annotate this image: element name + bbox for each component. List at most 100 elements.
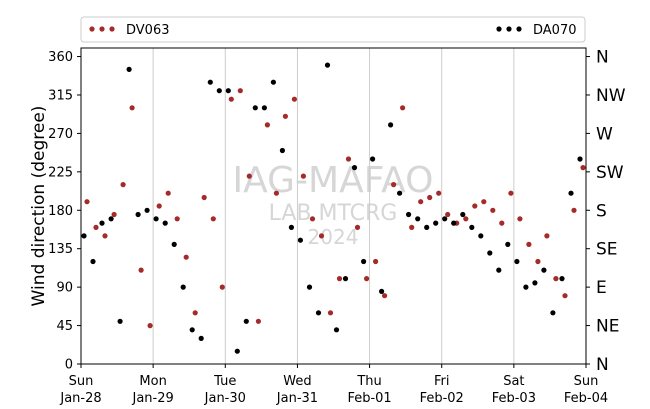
watermark-line-2: LAB MTCRG	[269, 201, 398, 226]
data-point	[102, 233, 108, 239]
direction-label: SE	[596, 240, 618, 260]
data-point	[478, 233, 484, 239]
data-point	[99, 220, 105, 226]
data-point	[559, 276, 565, 282]
data-point	[481, 199, 487, 205]
data-point	[424, 224, 430, 230]
series-dv063-points	[84, 88, 586, 329]
x-tick-date: Feb-03	[492, 391, 536, 406]
y-axis-title: Wind direction (degree)	[29, 106, 49, 307]
data-point	[327, 310, 334, 316]
data-point	[270, 79, 276, 85]
y-tick-label: 315	[48, 88, 73, 103]
plot-frame	[80, 47, 587, 365]
data-point	[252, 105, 258, 111]
data-point	[336, 276, 343, 282]
direction-label: E	[596, 278, 607, 298]
direction-label: W	[596, 124, 613, 144]
legend-dv063-marker	[89, 26, 115, 32]
data-point	[409, 224, 415, 230]
data-point	[351, 165, 358, 171]
data-point	[135, 211, 141, 218]
data-point	[379, 288, 385, 294]
y-tick-label: 135	[48, 242, 73, 257]
data-point	[129, 105, 135, 111]
data-point	[517, 216, 523, 222]
y-tick-label: 270	[48, 127, 73, 142]
data-point	[508, 190, 514, 196]
data-point	[234, 348, 240, 354]
x-axis-ticks: Sun Jan-28 Mon Jan-29 Tue Jan-30 Wed Jan-31 Thu F…	[59, 364, 608, 406]
data-point	[207, 79, 213, 85]
direction-label: S	[596, 201, 607, 221]
data-point	[189, 327, 195, 333]
x-tick-day: Wed	[283, 374, 311, 389]
y-tick-label: 180	[48, 204, 73, 219]
data-point	[90, 258, 96, 265]
data-point	[273, 190, 279, 196]
watermark: IAG-MAFAO LAB MTCRG 2024	[233, 160, 434, 249]
direction-label: NE	[596, 317, 619, 337]
data-point	[370, 156, 376, 162]
data-point	[397, 190, 403, 196]
data-point	[147, 323, 153, 329]
legend: DV063 DA070	[80, 16, 586, 43]
data-point	[300, 173, 306, 179]
data-point	[183, 254, 189, 260]
data-point	[571, 207, 577, 213]
direction-label: N	[596, 48, 609, 68]
data-point	[120, 182, 126, 188]
x-tick-date: Jan-28	[59, 391, 101, 406]
vertical-gridlines	[152, 48, 515, 364]
x-tick-date: Jan-29	[132, 391, 174, 406]
data-point	[472, 203, 478, 209]
x-tick-day: Tue	[213, 374, 236, 389]
data-point	[261, 105, 267, 111]
legend-dot	[516, 26, 522, 32]
data-point	[138, 267, 144, 273]
data-point	[126, 66, 132, 72]
data-point	[342, 276, 349, 282]
data-point	[237, 88, 243, 94]
data-point	[345, 156, 352, 162]
direction-label: N	[596, 355, 609, 375]
data-point	[373, 258, 379, 265]
data-point	[111, 211, 117, 218]
data-point	[562, 293, 568, 299]
data-point	[550, 310, 556, 316]
data-point	[532, 280, 538, 286]
data-point	[309, 216, 316, 222]
data-point	[400, 105, 406, 111]
data-point	[580, 165, 586, 171]
data-point	[463, 216, 469, 222]
data-point	[427, 194, 433, 201]
x-tick-day: Fri	[434, 374, 450, 389]
data-point	[535, 258, 541, 265]
data-point	[219, 284, 225, 290]
watermark-line-1: IAG-MAFAO	[233, 160, 434, 201]
x-tick-day: Mon	[139, 374, 166, 389]
y-tick-label: 360	[48, 50, 73, 65]
data-point	[198, 335, 204, 341]
data-point	[541, 267, 547, 273]
data-point	[255, 318, 261, 324]
data-point	[153, 216, 159, 222]
data-point	[93, 224, 99, 230]
data-point	[388, 122, 394, 128]
data-point	[144, 207, 150, 213]
x-tick-day: Sun	[574, 374, 599, 389]
legend-box	[80, 16, 586, 43]
data-point	[496, 267, 502, 273]
data-point	[415, 216, 421, 222]
data-point	[192, 310, 198, 316]
data-point	[490, 207, 496, 213]
legend-dv063-label: DV063	[126, 23, 170, 38]
data-point	[318, 233, 325, 239]
data-point	[553, 276, 559, 282]
data-point	[225, 88, 231, 94]
data-point	[171, 241, 177, 247]
y-tick-label: 0	[65, 358, 73, 373]
data-point	[451, 220, 457, 226]
x-tick-date: Feb-04	[564, 391, 608, 406]
